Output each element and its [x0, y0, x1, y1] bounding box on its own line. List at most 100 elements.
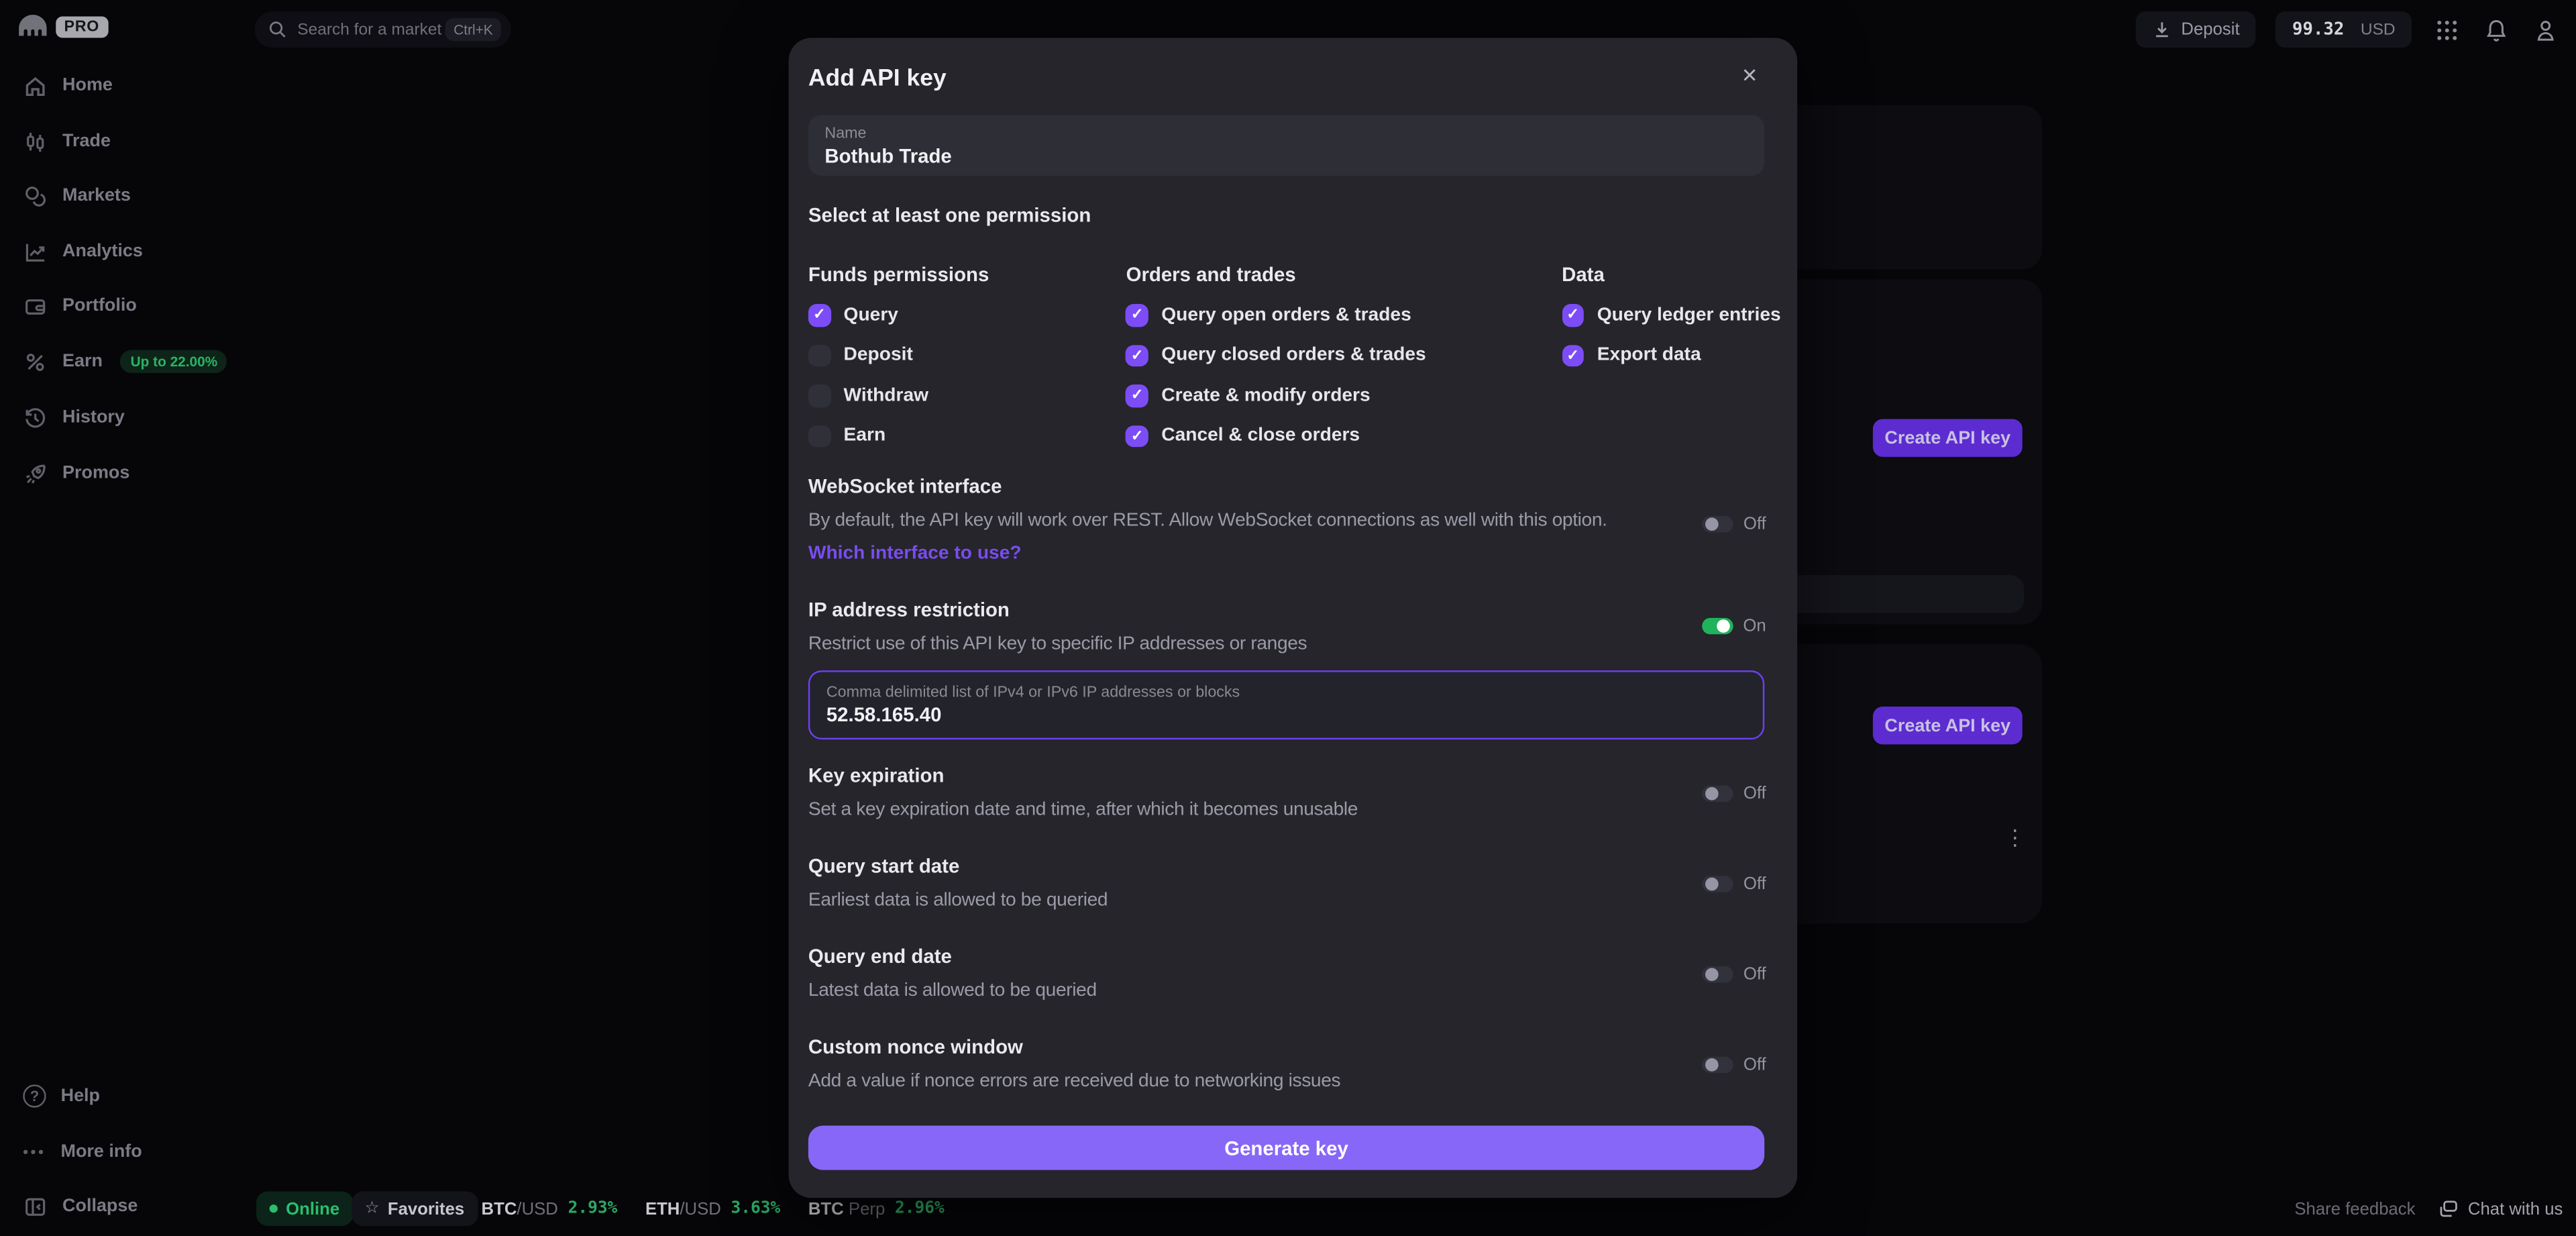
permission-columns: Funds permissions ✓ Query ✓ Deposit ✓ Wi… — [808, 263, 1781, 465]
rocket-icon — [26, 464, 46, 483]
websocket-toggle[interactable]: Off — [1702, 515, 1766, 534]
deposit-icon — [2151, 19, 2171, 39]
sidebar-item-promos[interactable]: Promos — [23, 460, 129, 486]
sidebar-item-history[interactable]: History — [23, 404, 125, 430]
permission-earn[interactable]: ✓ Earn — [808, 425, 1126, 448]
balance-button[interactable]: 99.32 USD — [2275, 11, 2412, 48]
share-feedback-link[interactable]: Share feedback — [2294, 1198, 2416, 1219]
deposit-button[interactable]: Deposit — [2135, 11, 2257, 48]
ticker-btc-perp[interactable]: BTC Perp 2.96% — [808, 1198, 945, 1219]
collapse-panel-icon — [25, 1197, 46, 1215]
checkbox: ✓ — [1126, 304, 1148, 327]
create-api-key-button-1[interactable]: Create API key — [1872, 419, 2023, 457]
which-interface-link[interactable]: Which interface to use? — [808, 544, 1022, 564]
checkbox: ✓ — [1562, 344, 1585, 367]
create-api-key-button-2[interactable]: Create API key — [1872, 707, 2023, 745]
close-icon[interactable]: ✕ — [1741, 64, 1758, 87]
checkbox: ✓ — [1562, 304, 1585, 327]
search-placeholder: Search for a market — [297, 20, 442, 39]
connection-status[interactable]: Online — [256, 1191, 353, 1226]
name-field[interactable]: Name Bothub Trade — [808, 115, 1765, 176]
toggle-switch — [1702, 785, 1734, 803]
apps-grid-button[interactable] — [2431, 15, 2461, 44]
permission-query-ledger[interactable]: ✓ Query ledger entries — [1562, 304, 1781, 327]
sidebar-item-markets[interactable]: Markets — [23, 183, 131, 209]
generate-key-button[interactable]: Generate key — [808, 1125, 1765, 1170]
ip-input-label: Comma delimited list of IPv4 or IPv6 IP … — [826, 682, 1240, 701]
check-icon: ✓ — [1566, 306, 1579, 323]
query-start-date-section: Query start date Earliest data is allowe… — [808, 854, 1766, 911]
funds-permissions-column: Funds permissions ✓ Query ✓ Deposit ✓ Wi… — [808, 263, 1126, 465]
statusbar-right: Share feedback Chat with us — [2294, 1192, 2563, 1226]
sidebar-item-trade[interactable]: Trade — [23, 128, 111, 154]
ticker-btc-usd[interactable]: BTC/USD 2.93% — [481, 1198, 618, 1219]
toggle-switch — [1702, 966, 1734, 984]
chat-with-us-link[interactable]: Chat with us — [2438, 1198, 2563, 1219]
ip-restriction-toggle[interactable]: On — [1702, 616, 1766, 636]
online-dot-icon — [269, 1204, 278, 1213]
wallet-icon — [25, 298, 46, 314]
checkbox: ✓ — [1126, 384, 1148, 407]
toggle-switch — [1702, 875, 1734, 893]
add-api-key-modal: Add API key ✕ Name Bothub Trade Select a… — [788, 38, 1798, 1198]
permission-create-modify-orders[interactable]: ✓ Create & modify orders — [1126, 384, 1562, 407]
query-start-date-toggle[interactable]: Off — [1702, 874, 1766, 894]
chat-icon — [2440, 1200, 2458, 1217]
notifications-button[interactable] — [2481, 15, 2510, 44]
status-bar: Online ☆ Favorites BTC/USD 2.93% ETH/USD 3… — [0, 1186, 2576, 1235]
sidebar-item-analytics[interactable]: Analytics — [23, 238, 143, 264]
permissions-heading: Select at least one permission — [808, 203, 1091, 227]
checkbox: ✓ — [808, 425, 830, 448]
logo[interactable]: PRO — [16, 13, 108, 42]
search-icon — [268, 19, 287, 39]
permission-deposit[interactable]: ✓ Deposit — [808, 344, 1126, 367]
checkbox: ✓ — [1126, 425, 1148, 448]
permission-export-data[interactable]: ✓ Export data — [1562, 344, 1781, 367]
sidebar-item-home[interactable]: Home — [23, 72, 113, 99]
query-end-date-toggle[interactable]: Off — [1702, 965, 1766, 984]
grid-icon — [2436, 19, 2456, 40]
check-icon: ✓ — [1566, 346, 1579, 363]
pro-badge: PRO — [56, 15, 108, 38]
check-icon: ✓ — [813, 306, 826, 323]
candles-icon — [27, 132, 44, 152]
person-icon — [2536, 19, 2553, 40]
ip-address-input[interactable]: Comma delimited list of IPv4 or IPv6 IP … — [808, 670, 1765, 740]
ticker-eth-usd[interactable]: ETH/USD 3.63% — [645, 1198, 781, 1219]
sidebar-item-earn[interactable]: Earn Up to 22.00% — [23, 348, 227, 374]
favorites-button[interactable]: ☆ Favorites — [352, 1191, 478, 1226]
key-expiration-toggle[interactable]: Off — [1702, 784, 1766, 804]
custom-nonce-section: Custom nonce window Add a value if nonce… — [808, 1035, 1766, 1092]
permission-query[interactable]: ✓ Query — [808, 304, 1126, 327]
toggle-switch — [1702, 617, 1733, 635]
permission-cancel-close-orders[interactable]: ✓ Cancel & close orders — [1126, 425, 1562, 448]
sidebar-item-more-info[interactable]: ••• More info — [23, 1142, 142, 1162]
kebab-menu-icon[interactable]: ⋮ — [2004, 825, 2026, 850]
name-field-value: Bothub Trade — [824, 144, 952, 168]
permission-query-closed-orders[interactable]: ✓ Query closed orders & trades — [1126, 344, 1562, 367]
account-button[interactable] — [2530, 15, 2559, 44]
websocket-section: WebSocket interface By default, the API … — [808, 474, 1766, 564]
orders-trades-column: Orders and trades ✓ Query open orders & … — [1126, 263, 1562, 465]
coins-icon — [25, 185, 46, 206]
check-icon: ✓ — [1130, 427, 1144, 444]
ticker-strip: BTC/USD 2.93% ETH/USD 3.63% BTC Perp 2.96% — [482, 1192, 945, 1226]
top-bar: PRO Search for a market Ctrl+K Deposit 9… — [0, 0, 2576, 59]
check-icon: ✓ — [1130, 346, 1144, 363]
sidebar-item-collapse[interactable]: Collapse — [23, 1193, 138, 1219]
custom-nonce-toggle[interactable]: Off — [1702, 1055, 1766, 1075]
topbar-actions: Deposit 99.32 USD — [2135, 11, 2560, 48]
checkbox: ✓ — [808, 304, 830, 327]
sidebar-item-portfolio[interactable]: Portfolio — [23, 293, 137, 319]
modal-title: Add API key — [808, 65, 947, 93]
checkbox: ✓ — [808, 384, 830, 407]
balance-amount: 99.32 — [2292, 19, 2345, 40]
chart-icon — [25, 243, 45, 261]
home-icon — [25, 76, 45, 95]
permission-withdraw[interactable]: ✓ Withdraw — [808, 384, 1126, 407]
permission-query-open-orders[interactable]: ✓ Query open orders & trades — [1126, 304, 1562, 327]
name-field-label: Name — [824, 125, 867, 144]
search-input[interactable]: Search for a market Ctrl+K — [254, 11, 511, 48]
sidebar-item-help[interactable]: ? Help — [23, 1083, 100, 1109]
bell-icon — [2485, 19, 2506, 41]
